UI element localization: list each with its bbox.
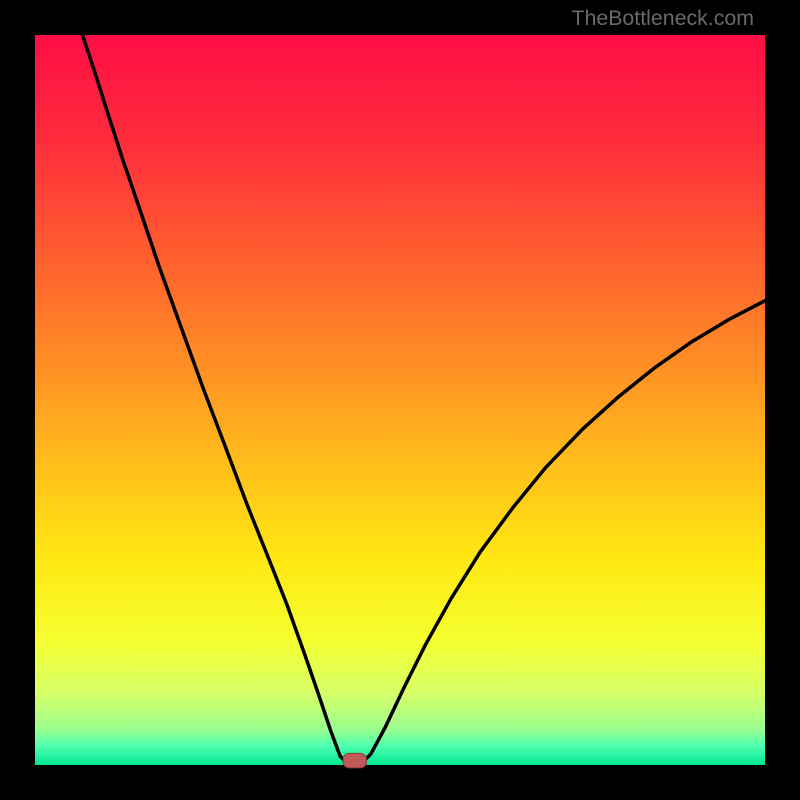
- figure-container: TheBottleneck.com: [0, 0, 800, 800]
- current-value-marker: [343, 753, 366, 768]
- plot-background: [35, 35, 765, 765]
- chart-svg: [0, 0, 800, 800]
